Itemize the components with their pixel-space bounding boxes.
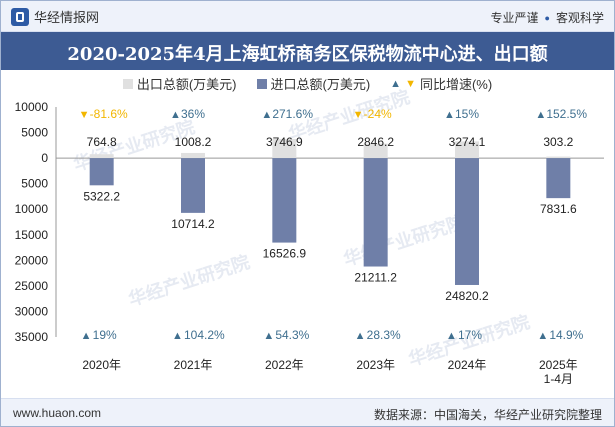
watermark-2: 华经产业研究院 — [126, 251, 252, 310]
export-growth-label: 271.6% — [272, 107, 313, 121]
export-growth-label: -24% — [364, 107, 392, 121]
import-growth-label: 54.3% — [275, 328, 309, 342]
legend-export: 出口总额(万美元) — [122, 74, 237, 93]
export-growth-label: 152.5% — [546, 107, 587, 121]
x-tick-label: 2021年 — [174, 358, 213, 372]
import-growth-label: 19% — [93, 328, 117, 342]
export-value-label: 303.2 — [543, 135, 573, 149]
y-tick-label: 5000 — [21, 126, 48, 140]
legend-down-triangle-icon: ▼ — [405, 77, 416, 90]
footer: www.huaon.com 数据来源：中国海关，华经产业研究院整理 — [1, 398, 614, 426]
growth-up-triangle-icon: ▲ — [535, 109, 546, 121]
bullet-icon: ● — [544, 12, 550, 23]
slogan-right: 客观科学 — [555, 11, 604, 25]
y-tick-label: 20000 — [15, 253, 49, 267]
export-value-label: 1008.2 — [175, 135, 212, 149]
import-value-label: 7831.6 — [540, 202, 577, 216]
x-tick-label: 2020年 — [82, 358, 121, 372]
x-tick-label: 2025年 1-4月 — [539, 358, 578, 386]
y-tick-label: 5000 — [21, 177, 48, 191]
export-growth-label: -81.6% — [90, 107, 128, 121]
growth-up-triangle-icon: ▲ — [81, 330, 92, 342]
footer-source: 数据来源：中国海关，华经产业研究院整理 — [373, 408, 602, 422]
import-bar — [181, 158, 205, 213]
top-bar: 华经情报网 专业严谨 ● 客观科学 — [1, 1, 614, 32]
slogan: 专业严谨 ● 客观科学 — [491, 9, 604, 26]
export-value-label: 764.8 — [87, 135, 117, 149]
legend-growth: ▲ ▼ 同比增速(%) — [390, 74, 492, 93]
import-value-label: 16526.9 — [263, 247, 307, 261]
import-value-label: 5322.2 — [83, 189, 120, 203]
slogan-left: 专业严谨 — [490, 11, 539, 25]
growth-down-triangle-icon: ▼ — [79, 109, 90, 121]
legend-up-triangle-icon: ▲ — [390, 77, 402, 90]
chart-title: 2020-2025年4月上海虹桥商务区保税物流中心进、出口额 — [67, 44, 548, 65]
export-value-label: 2846.2 — [357, 135, 394, 149]
import-growth-label: 28.3% — [367, 328, 401, 342]
growth-up-triangle-icon: ▲ — [355, 330, 366, 342]
bar-chart: 华经产业研究院华经产业研究院华经产业研究院华经产业研究院华经产业研究院10000… — [15, 86, 604, 386]
y-tick-label: 25000 — [15, 279, 49, 293]
legend-import-swatch — [256, 78, 267, 89]
title-bar: 2020-2025年4月上海虹桥商务区保税物流中心进、出口额 — [1, 32, 614, 70]
growth-up-triangle-icon: ▲ — [172, 330, 183, 342]
x-tick-label: 2023年 — [356, 358, 395, 372]
export-value-label: 3746.9 — [266, 135, 303, 149]
growth-up-triangle-icon: ▲ — [444, 109, 455, 121]
export-bar — [546, 156, 571, 159]
import-bar — [363, 158, 388, 267]
brand-name: 华经情报网 — [34, 10, 100, 25]
growth-up-triangle-icon: ▲ — [261, 109, 272, 121]
legend-import-label: 进口总额(万美元) — [270, 77, 371, 92]
import-value-label: 21211.2 — [354, 271, 397, 285]
legend-export-swatch — [122, 78, 133, 89]
brand: 华经情报网 — [11, 7, 99, 26]
import-bar — [272, 158, 297, 243]
export-bar — [272, 138, 297, 159]
export-growth-label: 15% — [455, 107, 479, 121]
y-tick-label: 35000 — [15, 330, 49, 344]
legend-export-label: 出口总额(万美元) — [136, 77, 237, 92]
export-value-label: 3274.1 — [449, 135, 486, 149]
footer-site: www.huaon.com — [13, 406, 102, 420]
growth-up-triangle-icon: ▲ — [537, 330, 548, 342]
growth-up-triangle-icon: ▲ — [263, 330, 274, 342]
y-tick-label: 10000 — [15, 202, 49, 216]
growth-down-triangle-icon: ▼ — [353, 109, 364, 121]
import-value-label: 24820.2 — [445, 289, 489, 303]
import-growth-label: 17% — [458, 328, 482, 342]
export-bar — [455, 141, 479, 159]
export-bar — [363, 143, 388, 159]
y-tick-label: 15000 — [15, 228, 49, 242]
y-tick-label: 0 — [41, 151, 48, 165]
legend: 出口总额(万美元) 进口总额(万美元) ▲ ▼ 同比增速(%) — [1, 74, 614, 93]
growth-up-triangle-icon: ▲ — [170, 109, 181, 121]
legend-import: 进口总额(万美元) — [256, 74, 371, 93]
export-bar — [181, 152, 205, 159]
import-bar — [546, 158, 571, 199]
import-bar — [89, 158, 114, 186]
growth-up-triangle-icon: ▲ — [446, 330, 457, 342]
import-growth-label: 104.2% — [184, 328, 225, 342]
brand-logo-icon — [11, 7, 29, 26]
export-growth-label: 36% — [181, 107, 205, 121]
legend-growth-label: 同比增速(%) — [419, 77, 493, 92]
import-bar — [455, 158, 479, 285]
export-bar — [89, 154, 114, 159]
x-tick-label: 2022年 — [265, 358, 304, 372]
y-tick-label: 30000 — [15, 304, 49, 318]
import-growth-label: 14.9% — [549, 328, 583, 342]
y-tick-label: 10000 — [15, 100, 49, 114]
x-tick-label: 2024年 — [448, 358, 487, 372]
import-value-label: 10714.2 — [171, 217, 215, 231]
watermark-3: 华经产业研究院 — [341, 211, 467, 270]
